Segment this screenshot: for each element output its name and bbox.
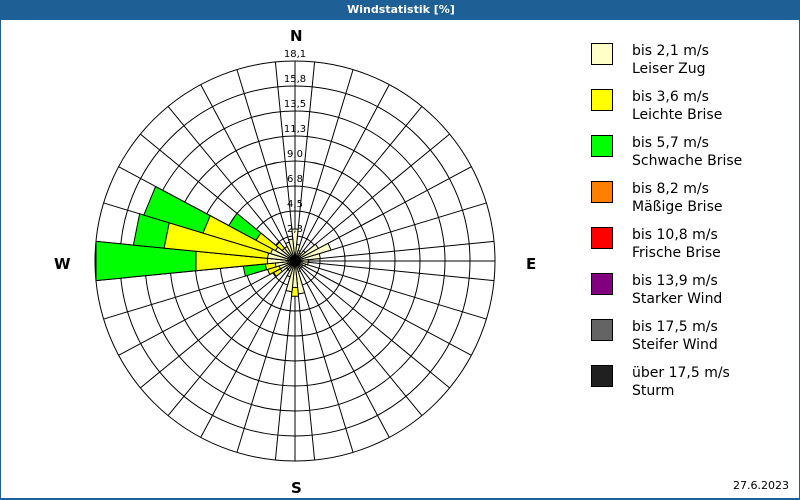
legend-range: bis 13,9 m/s bbox=[632, 273, 718, 289]
svg-text:4,5: 4,5 bbox=[287, 199, 303, 210]
compass-north-label: N bbox=[290, 27, 303, 45]
legend-range: bis 3,6 m/s bbox=[632, 89, 709, 105]
legend-label: Leichte Brise bbox=[632, 107, 723, 123]
legend-swatch bbox=[591, 181, 613, 203]
petals bbox=[95, 185, 332, 297]
svg-text:15,8: 15,8 bbox=[284, 74, 306, 85]
legend-swatch bbox=[591, 273, 613, 295]
svg-text:9,0: 9,0 bbox=[287, 149, 303, 160]
legend-range: bis 17,5 m/s bbox=[632, 319, 718, 335]
legend-swatch bbox=[591, 135, 613, 157]
legend-range: über 17,5 m/s bbox=[632, 365, 730, 381]
svg-text:18,1: 18,1 bbox=[284, 49, 306, 60]
legend-range: bis 8,2 m/s bbox=[632, 181, 709, 197]
legend-label: Mäßige Brise bbox=[632, 199, 723, 215]
svg-text:13,5: 13,5 bbox=[284, 99, 306, 110]
legend-label: Leiser Zug bbox=[632, 61, 706, 77]
compass-west-label: W bbox=[54, 255, 71, 273]
svg-text:11,3: 11,3 bbox=[284, 124, 306, 135]
compass-south-label: S bbox=[291, 479, 302, 497]
legend-label: Schwache Brise bbox=[632, 153, 743, 169]
legend-label: Steifer Wind bbox=[632, 337, 718, 353]
legend-label: Sturm bbox=[632, 383, 675, 399]
svg-text:2,3: 2,3 bbox=[287, 224, 303, 235]
date-stamp: 27.6.2023 bbox=[733, 479, 789, 492]
legend-swatch bbox=[591, 43, 613, 65]
legend-swatch bbox=[591, 89, 613, 111]
legend-label: Starker Wind bbox=[632, 291, 723, 307]
compass-east-label: E bbox=[526, 255, 537, 273]
legend-label: Frische Brise bbox=[632, 245, 721, 261]
legend-swatch bbox=[591, 319, 613, 341]
svg-text:6,8: 6,8 bbox=[287, 174, 303, 185]
legend-range: bis 10,8 m/s bbox=[632, 227, 718, 243]
ring-labels: 2,3 4,5 6,8 9,0 11,3 13,5 15,8 18,1 bbox=[284, 49, 306, 235]
chart-title: Windstatistik [%] bbox=[1, 0, 800, 20]
legend-range: bis 5,7 m/s bbox=[632, 135, 709, 151]
legend-range: bis 2,1 m/s bbox=[632, 43, 709, 59]
legend-swatch bbox=[591, 365, 613, 387]
legend-swatch bbox=[591, 227, 613, 249]
